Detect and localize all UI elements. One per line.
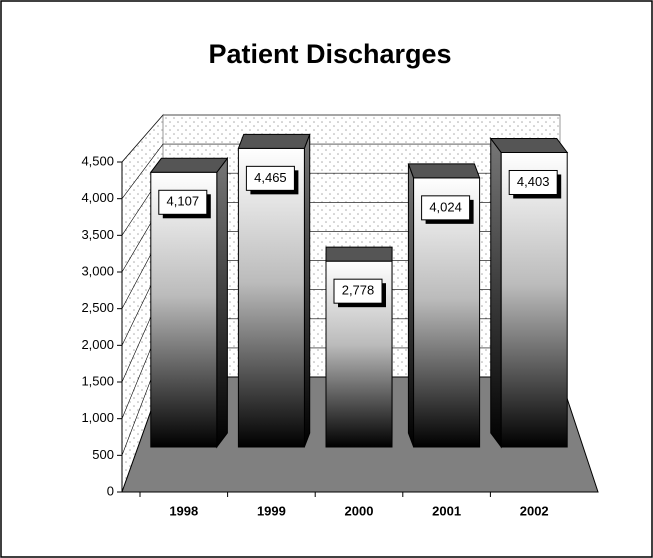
bar-top [149, 157, 229, 173]
bar-side [303, 134, 311, 448]
bar-top [489, 137, 569, 153]
value-label: 2,778 [342, 283, 375, 298]
y-tick-label: 3,000 [81, 263, 114, 278]
y-tick-label: 2,000 [81, 337, 114, 352]
bar-side [407, 163, 415, 448]
value-label-box [333, 278, 383, 304]
value-label-box [245, 165, 295, 191]
bar-top [407, 163, 481, 179]
chart-title: Patient Discharges [208, 39, 451, 69]
y-tick-label: 1,500 [81, 373, 114, 388]
y-tick-label: 2,500 [81, 300, 114, 315]
x-tick-label: 1998 [169, 503, 198, 518]
bar [325, 246, 393, 448]
bar-top [237, 133, 311, 149]
bar [489, 136, 569, 449]
y-tick-label: 4,000 [81, 190, 114, 205]
x-tick-label: 1999 [257, 503, 286, 518]
grid-line [121, 143, 560, 199]
y-tick-label: 1,000 [81, 410, 114, 425]
bar-side [490, 136, 502, 449]
x-tick-label: 2002 [520, 503, 549, 518]
bar-front [237, 147, 305, 448]
value-label-box [158, 189, 208, 215]
value-label: 4,024 [429, 199, 462, 214]
value-label: 4,465 [254, 170, 287, 185]
x-tick-label: 2000 [345, 503, 374, 518]
y-tick-label: 500 [92, 447, 114, 462]
value-label-box [508, 169, 558, 195]
y-tick-label: 4,500 [81, 153, 114, 168]
y-tick-label: 3,500 [81, 227, 114, 242]
bar-top [325, 246, 393, 262]
value-label: 4,403 [517, 174, 550, 189]
bar-front [500, 151, 568, 448]
x-tick-label: 2001 [432, 503, 461, 518]
bar-side [216, 156, 228, 449]
grid-line [121, 114, 560, 163]
bar [237, 133, 311, 448]
value-label: 4,107 [167, 194, 200, 209]
y-tick-label: 0 [107, 483, 114, 498]
value-label-box [421, 195, 471, 221]
